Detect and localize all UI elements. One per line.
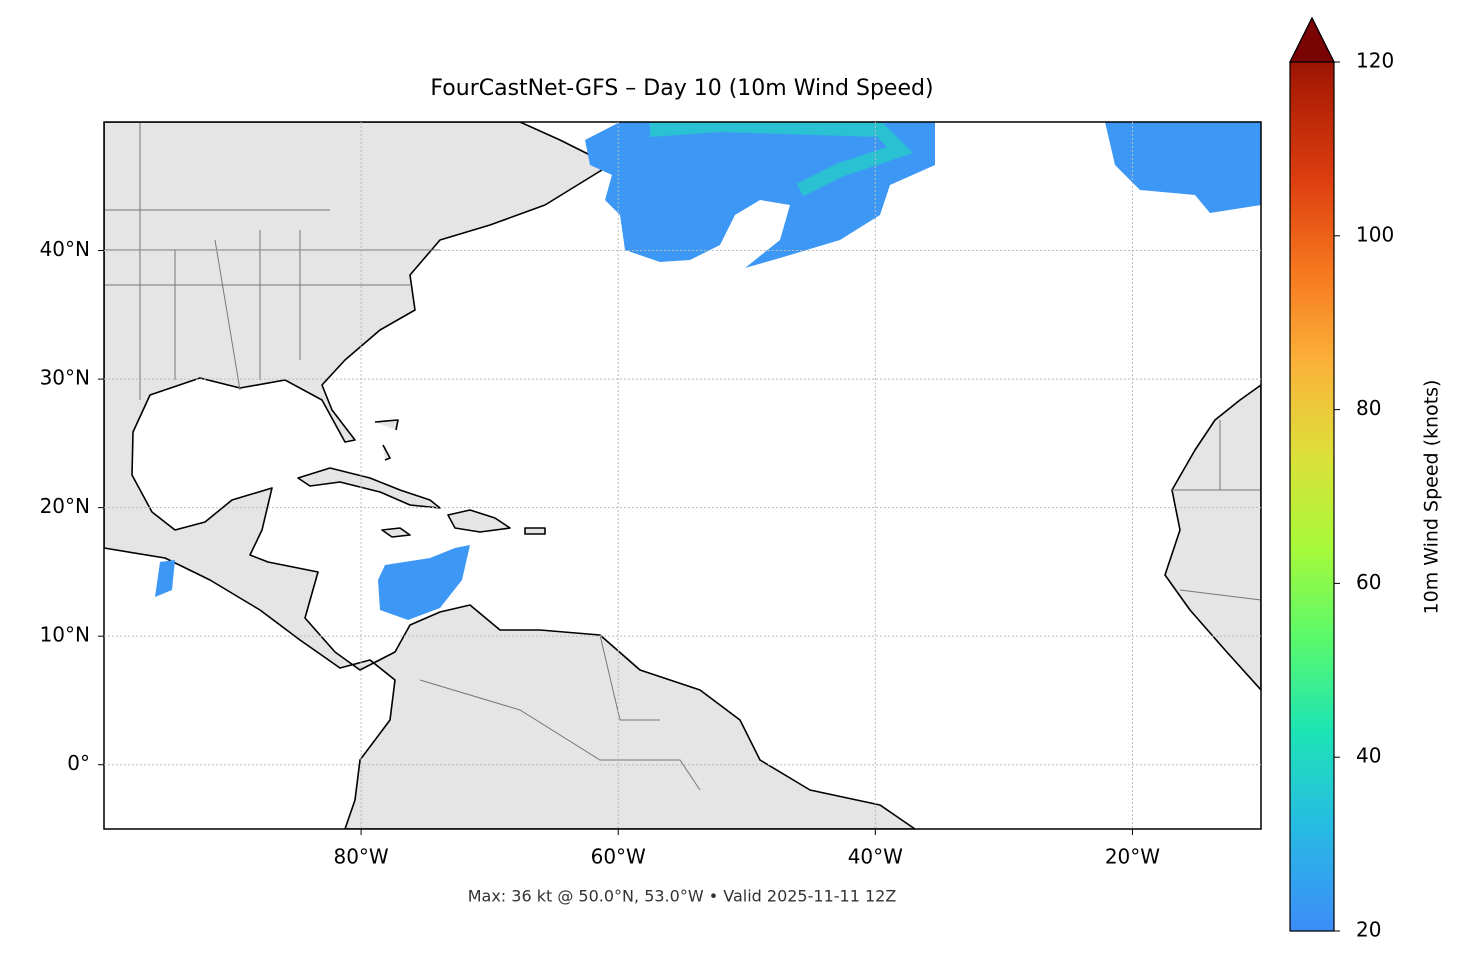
colorbar-tick-label: 40 <box>1356 744 1381 768</box>
x-tick-label: 80°W <box>333 845 388 869</box>
puerto-rico <box>524 527 546 535</box>
colorbar-tick-label: 100 <box>1356 222 1394 246</box>
colorbar-tick-label: 60 <box>1356 570 1381 594</box>
borders <box>104 122 1261 791</box>
africa <box>1164 384 1261 691</box>
wind-field <box>155 560 175 597</box>
y-tick-label: 20°N <box>40 494 90 518</box>
wind-field <box>378 545 470 620</box>
bahamas <box>374 419 399 461</box>
hispaniola <box>447 509 511 533</box>
y-tick-label: 30°N <box>40 366 90 390</box>
x-tick-label: 60°W <box>591 845 646 869</box>
cuba <box>297 467 441 509</box>
wind-field <box>585 122 935 268</box>
y-tick-label: 40°N <box>40 237 90 261</box>
colorbar-label: 10m Wind Speed (knots) <box>1421 380 1443 615</box>
colorbar <box>1289 16 1335 932</box>
chart-title: FourCastNet-GFS – Day 10 (10m Wind Speed… <box>430 76 933 101</box>
map-layer <box>104 122 1261 829</box>
colorbar-tick-label: 20 <box>1356 918 1381 942</box>
footer-note: Max: 36 kt @ 50.0°N, 53.0°W • Valid 2025… <box>468 887 897 906</box>
y-tick-label: 10°N <box>40 623 90 647</box>
map-frame <box>103 121 1262 830</box>
colorbar-tick-label: 80 <box>1356 396 1381 420</box>
colorbar-tick-label: 120 <box>1356 49 1394 73</box>
y-tick-label: 0° <box>67 751 90 775</box>
x-tick-label: 20°W <box>1105 845 1160 869</box>
north-america <box>104 122 916 829</box>
colorbar-extend <box>1289 16 1335 63</box>
jamaica <box>381 527 411 538</box>
wind-core <box>649 122 913 197</box>
wind-field <box>1105 122 1261 213</box>
x-tick-label: 40°W <box>848 845 903 869</box>
